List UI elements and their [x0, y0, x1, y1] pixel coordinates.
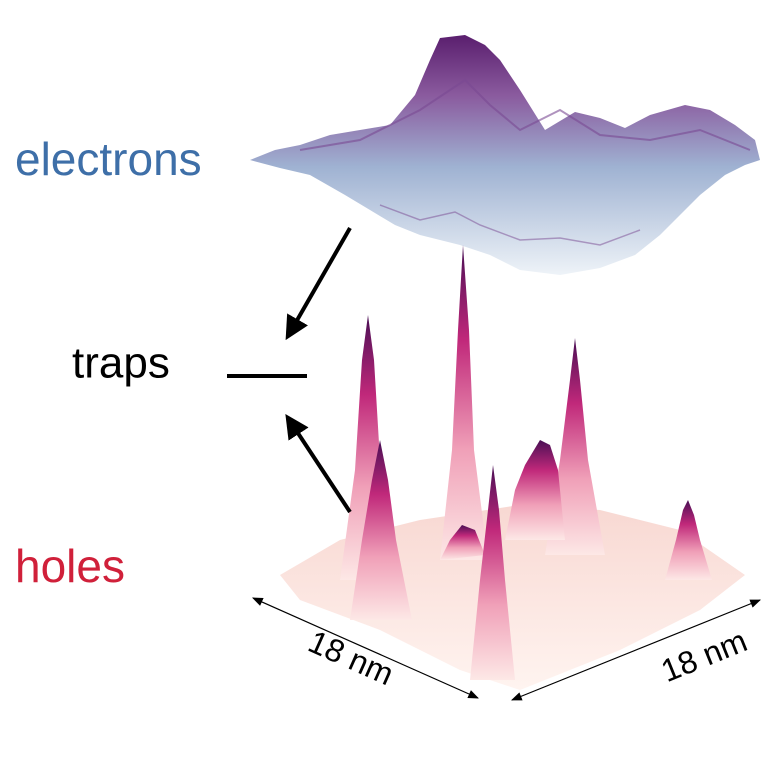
dimension-label: 18 nm: [303, 623, 399, 692]
hole-peak: [440, 525, 485, 560]
hole-peak: [665, 500, 712, 580]
arrow: [285, 413, 352, 514]
dimension-arrow: [510, 599, 762, 701]
dimension-label: 18 nm: [656, 622, 752, 689]
electrons-label: electrons: [15, 133, 202, 185]
hole-peak: [350, 440, 412, 620]
electron-ridge: [379, 204, 641, 246]
electron-ridge: [299, 78, 751, 151]
traps-label: traps: [72, 339, 170, 388]
hole-peak: [470, 465, 515, 680]
dimension-arrow: [252, 597, 479, 699]
hole-peak: [505, 440, 565, 540]
electron-surface: [250, 35, 760, 275]
holes-label: holes: [15, 540, 125, 592]
arrow: [285, 227, 352, 341]
hole-peak: [440, 245, 488, 560]
